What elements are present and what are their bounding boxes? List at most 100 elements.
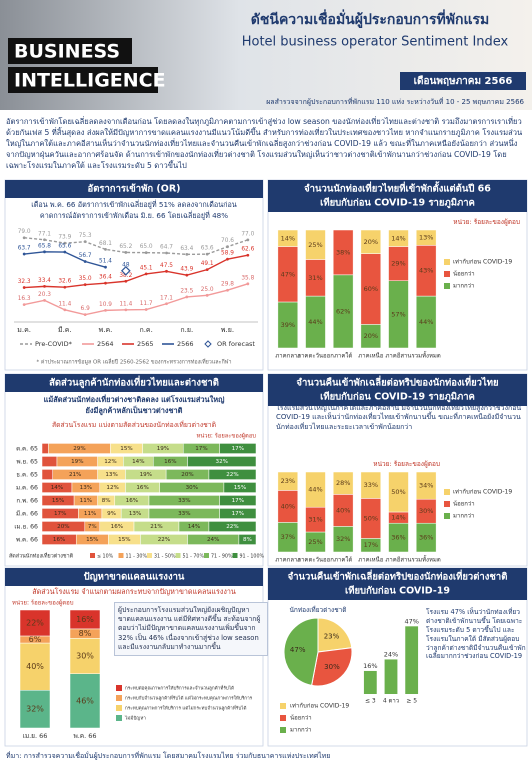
data-label: 58.9 xyxy=(221,251,234,257)
data-label: 21% xyxy=(69,472,81,478)
data-label: 20% xyxy=(364,238,378,246)
data-label: 77.1 xyxy=(38,231,51,237)
legend-swatch xyxy=(175,553,181,558)
bar-segment xyxy=(332,471,354,495)
data-label: 15% xyxy=(52,498,64,504)
footnote: * ค่าประมาณการข้อมูล OR เฉลี่ยปี 2560-25… xyxy=(37,358,232,366)
legend-swatch xyxy=(444,501,450,507)
point xyxy=(185,252,189,256)
pie-slice xyxy=(311,647,353,687)
point xyxy=(43,298,46,302)
point xyxy=(205,268,209,272)
bar-segment xyxy=(219,508,257,519)
point xyxy=(83,283,87,287)
bar-segment xyxy=(415,471,437,500)
data-label: 75.3 xyxy=(79,233,92,239)
point xyxy=(63,241,67,245)
x-tick-label: 4 ดาว xyxy=(383,698,399,705)
legend-label: กระทบกับจำนวนลูกค้าที่รับได้ แต่ไม่กระทบ… xyxy=(125,695,253,702)
point xyxy=(104,247,107,251)
data-label: 22% xyxy=(226,472,238,478)
legend-swatch xyxy=(280,727,286,733)
legend-label: เท่ากับก่อน COVID-19 xyxy=(453,259,512,266)
bar-segment xyxy=(208,469,257,480)
subtitle: แม้สัดส่วนนักท่องเที่ยวต่างชาติลดลง แต่โ… xyxy=(44,393,225,404)
data-label: 10.9 xyxy=(99,302,112,308)
y-tick-label: ม.ค. 66 xyxy=(16,485,38,492)
x-tick-label: ภาคเหนือ xyxy=(358,556,383,564)
bar xyxy=(384,659,398,694)
data-label: 36.4 xyxy=(99,275,112,281)
data-label: 11.4 xyxy=(58,301,71,307)
legend-swatch xyxy=(444,271,450,277)
data-label: 63.7 xyxy=(18,246,31,252)
bar-segment xyxy=(41,469,53,480)
data-label: 32% xyxy=(26,705,44,714)
point xyxy=(43,284,46,288)
data-label: 44% xyxy=(308,318,322,326)
bar-segment xyxy=(388,229,409,247)
data-label: 65.2 xyxy=(119,244,132,250)
point xyxy=(22,236,26,240)
data-label: 13% xyxy=(105,472,117,478)
month: เดือนพฤษภาคม 2566 xyxy=(414,75,513,87)
panel-title: จำนวนคืนเข้าพักเฉลี่ยต่อทริปของนักท่องเท… xyxy=(288,569,508,583)
point xyxy=(83,313,87,317)
y-tick-label: มี.ค. 66 xyxy=(16,510,38,518)
x-tick-label: ≤ 3 xyxy=(365,698,376,705)
chart-title: สัดส่วนโรงแรม แบ่งตามสัดส่วนของนักท่องเท… xyxy=(52,420,216,429)
data-label: 62.6 xyxy=(241,247,254,253)
point xyxy=(104,308,107,312)
point xyxy=(22,252,26,256)
bar-segment xyxy=(360,229,382,254)
bar-segment xyxy=(388,471,409,513)
bar-segment xyxy=(277,229,299,247)
data-label: 17% xyxy=(232,511,244,517)
title-en: Hotel business operator Sentiment Index xyxy=(242,35,509,50)
bar-segment xyxy=(69,673,101,729)
point xyxy=(43,250,46,254)
point xyxy=(63,308,67,312)
legend-swatch xyxy=(444,513,450,519)
point xyxy=(205,252,209,256)
data-label: 47% xyxy=(290,646,306,654)
legend-label: 2566 xyxy=(177,340,194,348)
x-tick-label: รวมทั้งหมด xyxy=(412,554,441,564)
x-tick-label: พ.ค. 66 xyxy=(73,732,96,740)
bar-segment xyxy=(69,638,101,674)
legend-swatch xyxy=(204,553,209,558)
x-tick-label: พ.ย. xyxy=(221,326,234,334)
data-label: 7% xyxy=(88,524,97,530)
data-label: 25.0 xyxy=(201,287,214,293)
data-label: 11.7 xyxy=(140,301,153,307)
data-label: 33.4 xyxy=(38,278,51,284)
data-label: 16% xyxy=(363,662,377,670)
x-tick-label: ภาคใต้ xyxy=(334,352,352,360)
legend-label: น้อยกว่า xyxy=(453,501,475,508)
legend-swatch xyxy=(444,259,450,265)
pie-slice xyxy=(317,617,353,653)
data-label: 50% xyxy=(364,514,378,522)
data-label: 29% xyxy=(73,446,85,452)
legend-swatch xyxy=(280,715,286,721)
data-label: 25% xyxy=(308,538,322,546)
data-label: 37% xyxy=(281,533,295,541)
bar-segment xyxy=(69,609,101,630)
legend-label: 2565 xyxy=(137,340,154,348)
x-tick-label: รวมทั้งหมด xyxy=(412,350,441,360)
data-label: 79.0 xyxy=(18,229,31,235)
legend-label: 71 - 90% xyxy=(211,554,233,560)
data-label: 20.3 xyxy=(38,292,51,298)
unit-note: หน่วย: ร้อยละของผู้ตอบ xyxy=(373,460,440,468)
panel-text: โรงแรมส่วนใหญ่ในภาคใต้และภาคอีสาน มีจำนว… xyxy=(276,404,522,431)
x-axis-label: สัดส่วนนักท่องเที่ยวต่างชาติ xyxy=(9,552,74,560)
bar-segment xyxy=(208,521,257,532)
x-tick-label: ก.ค. xyxy=(139,326,152,334)
panel-title-bar xyxy=(268,568,527,600)
panel-title: เทียบกับก่อน COVID-19 รายภูมิภาค xyxy=(320,197,475,210)
data-label: 13% xyxy=(80,485,92,491)
panel-title-bar xyxy=(5,374,263,392)
point xyxy=(43,238,46,242)
point xyxy=(226,257,229,261)
